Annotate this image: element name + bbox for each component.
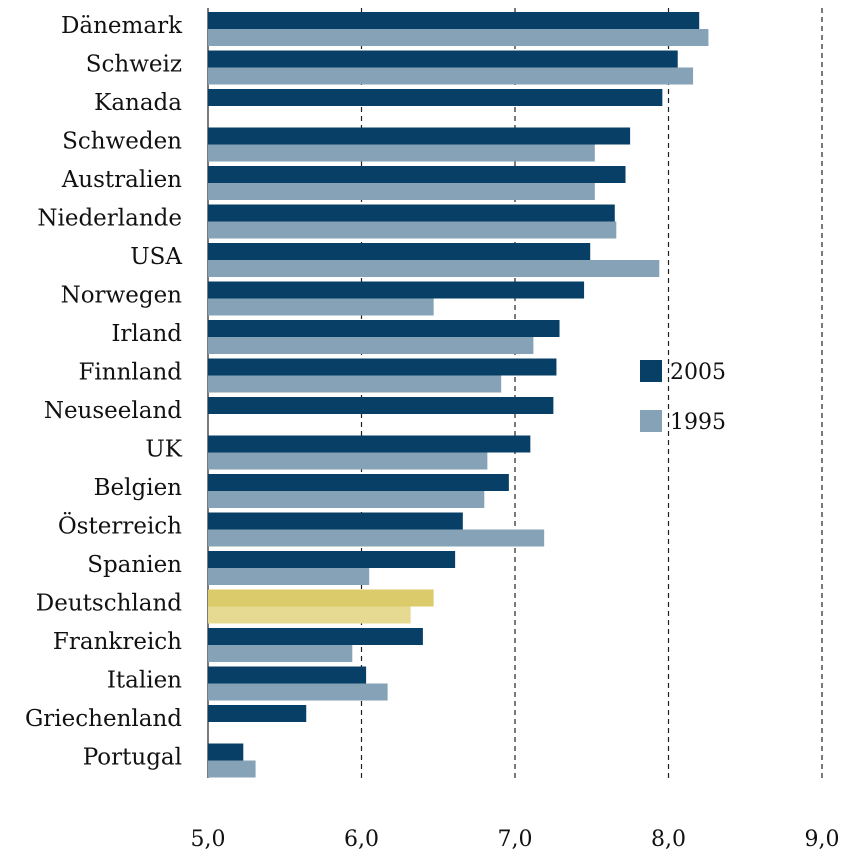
y-tick-label: Schweiz	[86, 52, 182, 78]
bar	[208, 474, 509, 491]
legend-swatch	[640, 360, 662, 382]
y-tick-label: Spanien	[87, 552, 182, 578]
bar	[208, 358, 557, 376]
bar	[208, 397, 554, 414]
bar	[208, 512, 463, 530]
bar	[208, 166, 626, 183]
y-tick-label: Griechenland	[25, 706, 182, 732]
bar	[208, 29, 709, 46]
x-tick-label: 8,0	[651, 827, 686, 852]
bar	[208, 606, 411, 624]
bar	[208, 666, 367, 684]
bar	[208, 551, 456, 568]
legend-swatch	[640, 410, 662, 432]
bar	[208, 127, 631, 145]
y-tick-label: Deutschland	[36, 591, 182, 617]
bar	[208, 298, 434, 316]
y-tick-label: USA	[130, 244, 182, 270]
y-tick-label: Australien	[61, 167, 182, 193]
legend-label: 1995	[670, 410, 726, 435]
y-tick-label: UK	[145, 437, 182, 463]
y-tick-label: Kanada	[94, 90, 182, 116]
y-tick-label: Portugal	[83, 745, 182, 771]
bar	[208, 183, 595, 200]
bar	[208, 221, 617, 239]
bar	[208, 89, 663, 106]
bar	[208, 491, 485, 508]
bar	[208, 281, 585, 299]
bar	[208, 645, 353, 662]
bar	[208, 628, 423, 645]
bar	[208, 337, 534, 354]
bar	[208, 743, 244, 761]
legend-label: 2005	[670, 360, 726, 385]
bar	[208, 260, 660, 277]
bar	[208, 435, 531, 453]
bar	[208, 12, 700, 29]
bar	[208, 204, 615, 222]
bar	[208, 243, 591, 260]
y-tick-label: Frankreich	[53, 629, 182, 655]
bar	[208, 144, 595, 162]
x-tick-label: 9,0	[805, 827, 840, 852]
bar	[208, 760, 256, 778]
bar	[208, 705, 307, 722]
bar	[208, 452, 488, 470]
bar	[208, 683, 388, 701]
y-tick-label: Norwegen	[61, 283, 183, 309]
y-tick-label: Schweden	[62, 129, 182, 155]
x-tick-label: 7,0	[498, 827, 533, 852]
y-tick-label: Österreich	[58, 513, 182, 540]
bar	[208, 568, 370, 585]
y-tick-label: Finnland	[78, 360, 182, 386]
y-tick-label: Niederlande	[37, 206, 182, 232]
bar	[208, 320, 560, 337]
bar	[208, 50, 678, 68]
y-tick-label: Dänemark	[61, 13, 183, 39]
y-tick-label: Irland	[111, 321, 182, 347]
x-tick-label: 5,0	[191, 827, 226, 852]
bar	[208, 375, 502, 393]
x-tick-label: 6,0	[344, 827, 379, 852]
bar	[208, 529, 545, 547]
bar	[208, 589, 434, 607]
y-tick-label: Italien	[107, 668, 182, 694]
y-tick-label: Neuseeland	[44, 398, 182, 424]
bar	[208, 67, 694, 85]
y-tick-label: Belgien	[94, 475, 183, 501]
